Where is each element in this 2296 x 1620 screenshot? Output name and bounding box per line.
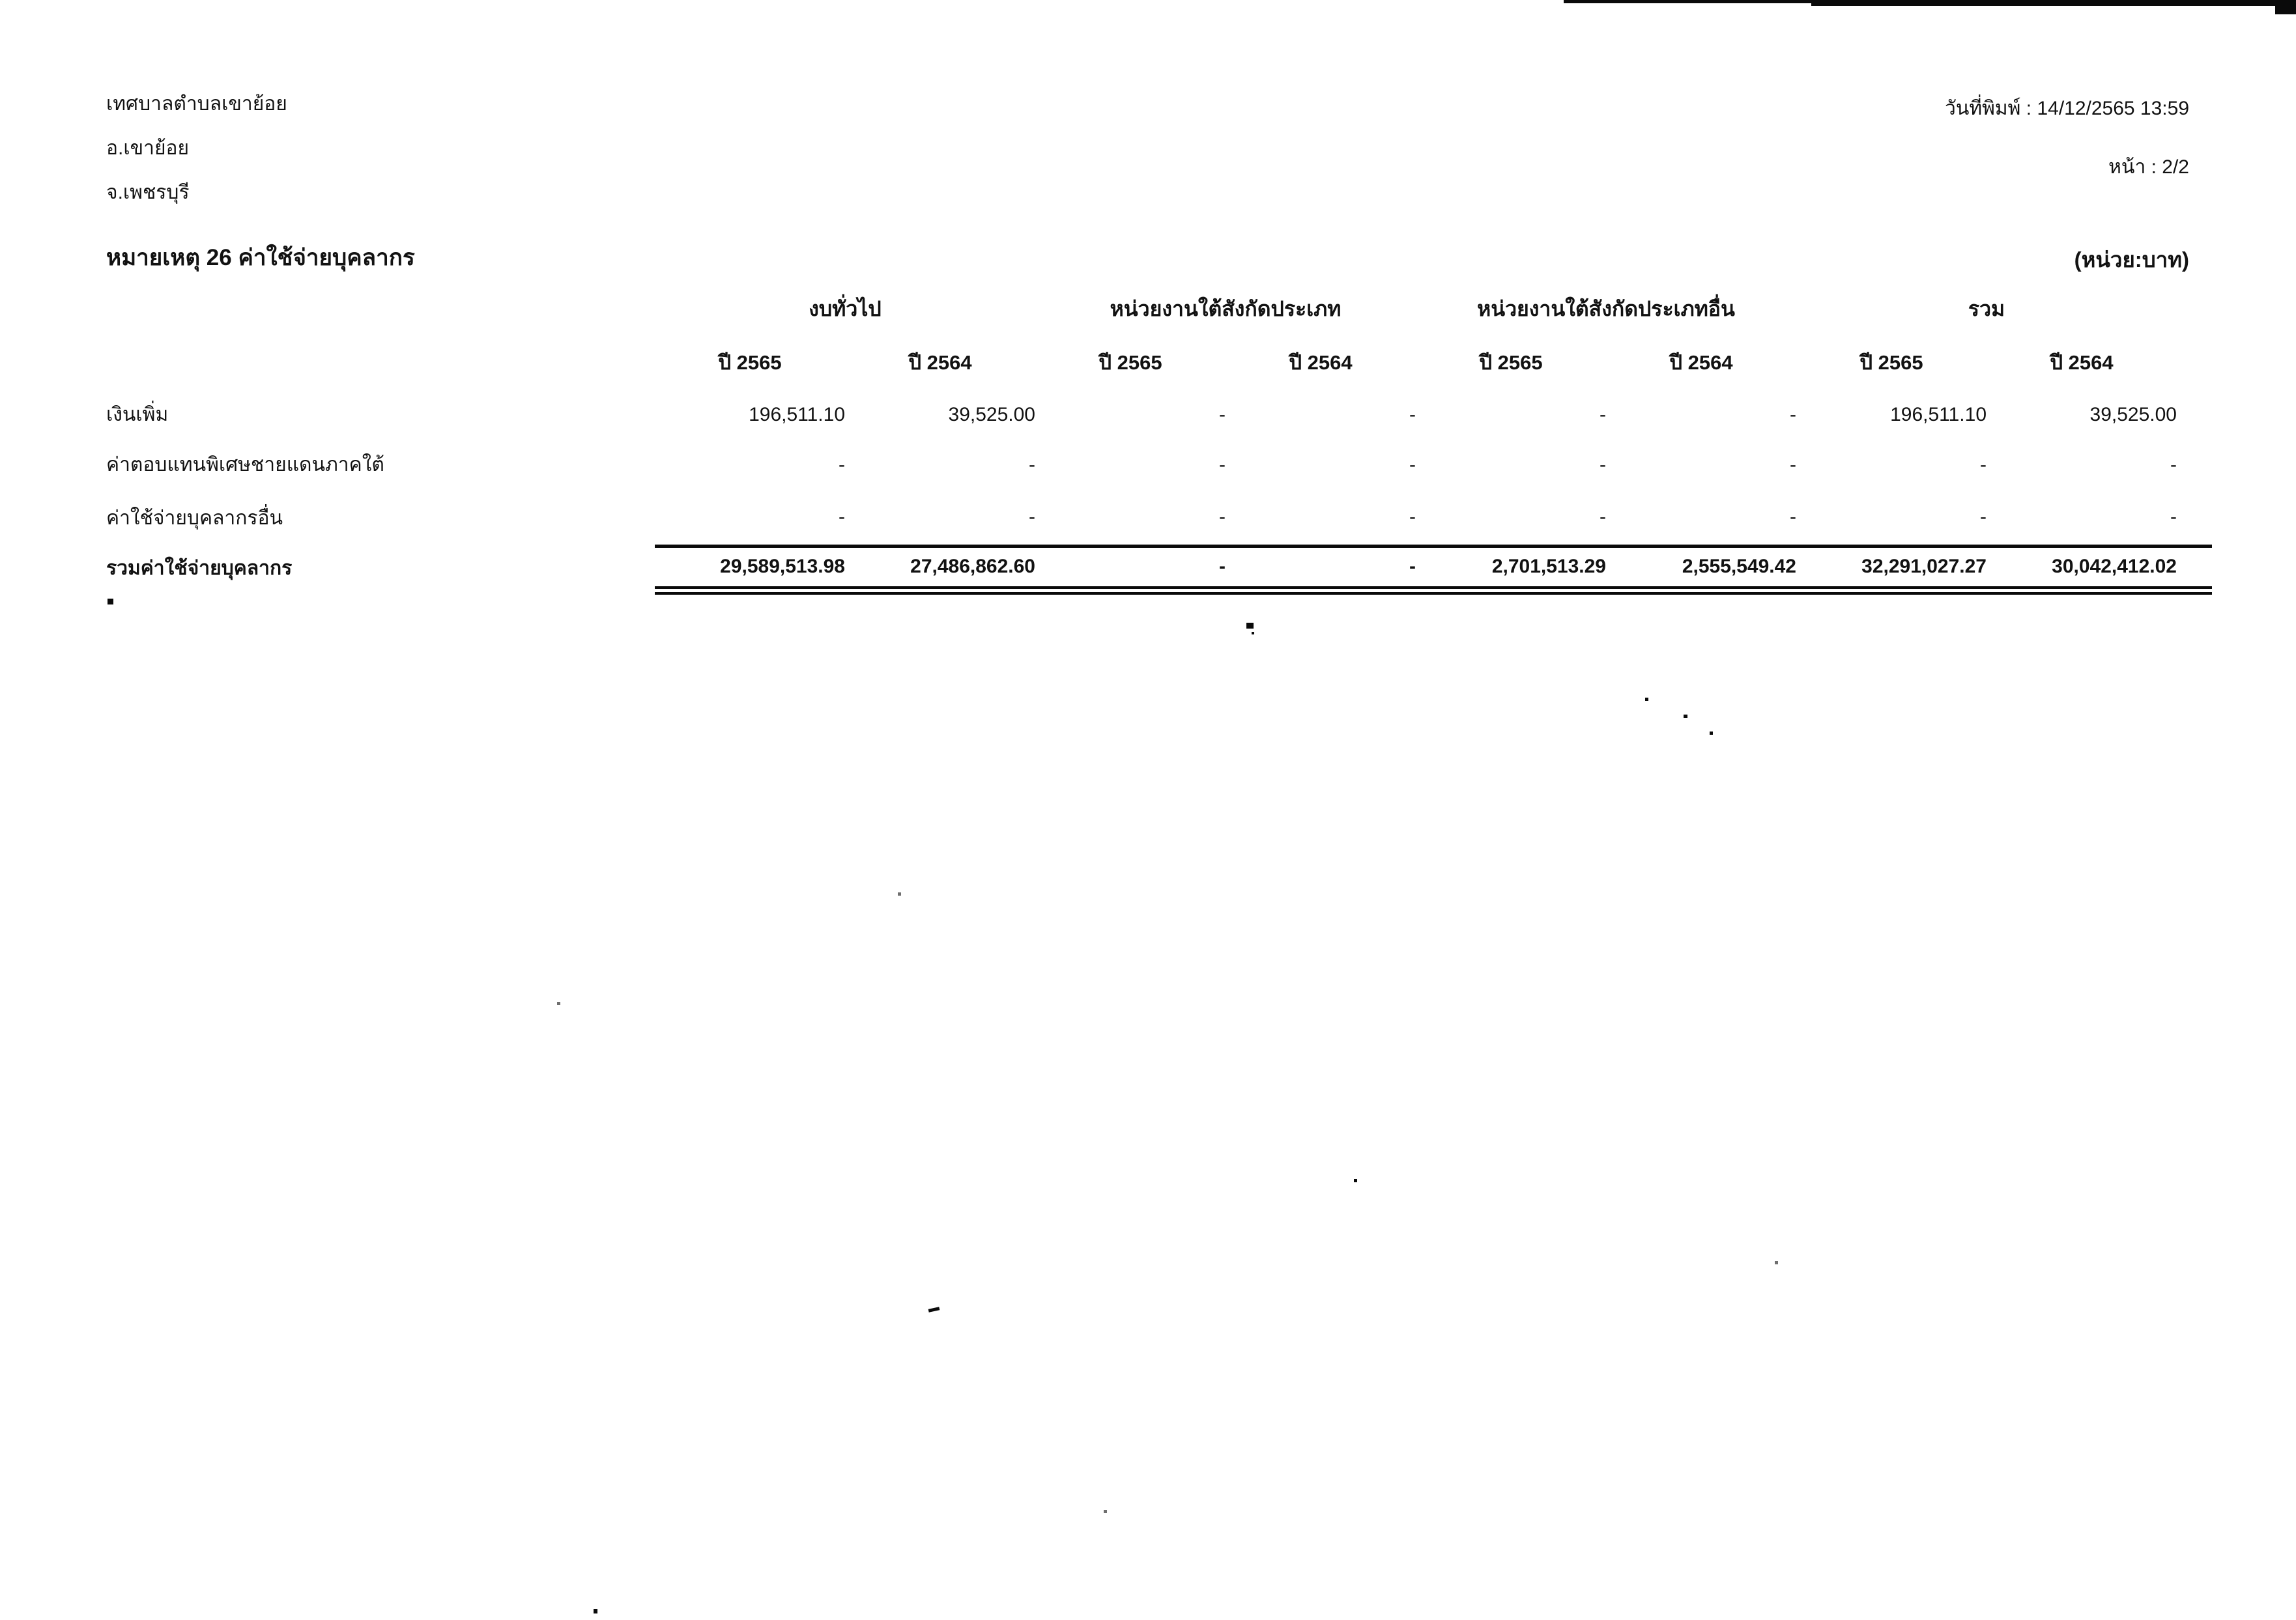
total-value: 2,555,549.42 bbox=[1606, 544, 1796, 595]
cell-value: - bbox=[1409, 403, 1416, 425]
cell-value: - bbox=[1219, 505, 1226, 528]
year-header: ปี 2565 bbox=[718, 350, 782, 374]
scan-artifact-dot bbox=[108, 599, 113, 604]
group-header-other-affiliated-units: หน่วยงานใต้สังกัดประเภทอื่น bbox=[1477, 296, 1735, 320]
cell-value: - bbox=[1029, 505, 1035, 528]
scan-artifact-dot bbox=[898, 892, 901, 896]
group-header-row: งบทั่วไป หน่วยงานใต้สังกัดประเภท หน่วยงา… bbox=[106, 283, 2212, 334]
scan-artifact-dot bbox=[1246, 623, 1254, 629]
scan-artifact-dot bbox=[594, 1609, 597, 1613]
cell-value: - bbox=[1409, 505, 1416, 528]
cell-value: - bbox=[1790, 505, 1796, 528]
total-row-label: รวมค่าใช้จ่ายบุคลากร bbox=[106, 557, 293, 579]
cell-value: - bbox=[1219, 403, 1226, 425]
cell-value: - bbox=[2170, 505, 2177, 528]
cell-value: - bbox=[1600, 403, 1606, 425]
scan-artifact-dot bbox=[1645, 698, 1648, 701]
year-header: ปี 2565 bbox=[1479, 350, 1543, 374]
row-label: เงินเพิ่ม bbox=[106, 404, 169, 425]
cell-value: - bbox=[1219, 453, 1226, 476]
cell-value: - bbox=[839, 453, 845, 476]
page-title: หมายเหตุ 26 ค่าใช้จ่ายบุคลากร bbox=[106, 245, 415, 270]
cell-value: - bbox=[1790, 403, 1796, 425]
spacer-cell bbox=[2177, 440, 2212, 490]
cell-value: 196,511.10 bbox=[1890, 403, 1987, 425]
cell-value: - bbox=[1600, 505, 1606, 528]
table-row-southern-border-compensation: ค่าตอบแทนพิเศษชายแดนภาคใต้ - - - - - - -… bbox=[106, 440, 2212, 490]
cell-value: - bbox=[1980, 505, 1987, 528]
total-value: 30,042,412.02 bbox=[1987, 544, 2177, 595]
cell-value: 39,525.00 bbox=[2089, 403, 2177, 425]
cell-value: - bbox=[2170, 453, 2177, 476]
cell-value: - bbox=[1790, 453, 1796, 476]
total-value: - bbox=[1226, 544, 1416, 595]
scan-artifact-dot bbox=[1684, 715, 1687, 718]
cell-value: - bbox=[1409, 453, 1416, 476]
cell-value: - bbox=[1029, 453, 1035, 476]
year-header-row: ปี 2565 ปี 2564 ปี 2565 ปี 2564 ปี 2565 … bbox=[106, 334, 2212, 390]
year-header: ปี 2564 bbox=[908, 350, 972, 374]
scan-artifact-dot bbox=[1252, 632, 1254, 634]
unit-label: (หน่วย:บาท) bbox=[2074, 248, 2189, 272]
row-label: ค่าตอบแทนพิเศษชายแดนภาคใต้ bbox=[106, 454, 384, 476]
spacer-cell bbox=[2177, 544, 2212, 595]
scan-artifact-dot bbox=[1775, 1261, 1778, 1264]
total-value: 32,291,027.27 bbox=[1796, 544, 1987, 595]
org-district: อ.เขาย้อย bbox=[106, 137, 190, 159]
spacer-cell bbox=[2177, 490, 2212, 546]
group-header-affiliated-units: หน่วยงานใต้สังกัดประเภท bbox=[1110, 296, 1342, 320]
cell-value: - bbox=[1980, 453, 1987, 476]
group-header-general-budget: งบทั่วไป bbox=[809, 296, 882, 320]
spacer-cell bbox=[2177, 390, 2212, 440]
scan-artifact-dash bbox=[928, 1307, 940, 1313]
total-value: 27,486,862.60 bbox=[845, 544, 1035, 595]
spacer-cell bbox=[2177, 334, 2212, 390]
total-value: 29,589,513.98 bbox=[655, 544, 845, 595]
cell-value: - bbox=[839, 505, 845, 528]
total-value: 2,701,513.29 bbox=[1416, 544, 1606, 595]
scan-artifact-dot bbox=[1104, 1510, 1107, 1513]
scan-artifact-dot bbox=[557, 1002, 560, 1005]
scan-artifact-dot bbox=[1354, 1179, 1357, 1182]
scan-artifact-top-corner bbox=[2275, 0, 2296, 14]
org-province: จ.เพชรบุรี bbox=[106, 182, 190, 203]
org-name: เทศบาลตำบลเขาย้อย bbox=[106, 93, 287, 115]
page-number: หน้า : 2/2 bbox=[2108, 156, 2189, 178]
year-header: ปี 2564 bbox=[2050, 350, 2114, 374]
table-row-total-personnel-expense: รวมค่าใช้จ่ายบุคลากร 29,589,513.98 27,48… bbox=[106, 544, 2212, 595]
spacer-cell bbox=[106, 334, 655, 390]
personnel-expense-table: งบทั่วไป หน่วยงานใต้สังกัดประเภท หน่วยงา… bbox=[106, 283, 2212, 595]
spacer-cell bbox=[106, 283, 655, 334]
year-header: ปี 2565 bbox=[1098, 350, 1162, 374]
scan-artifact-dot bbox=[1710, 732, 1713, 735]
spacer-cell bbox=[2177, 283, 2212, 334]
cell-value: 196,511.10 bbox=[749, 403, 845, 425]
scan-artifact-top-streak bbox=[1811, 0, 2296, 6]
group-header-total: รวม bbox=[1968, 296, 2005, 320]
year-header: ปี 2564 bbox=[1289, 350, 1353, 374]
year-header: ปี 2564 bbox=[1669, 350, 1733, 374]
cell-value: 39,525.00 bbox=[948, 403, 1035, 425]
print-date: วันที่พิมพ์ : 14/12/2565 13:59 bbox=[1944, 98, 2189, 119]
row-label: ค่าใช้จ่ายบุคลากรอื่น bbox=[106, 507, 283, 529]
cell-value: - bbox=[1600, 453, 1606, 476]
table-row-additional-pay: เงินเพิ่ม 196,511.10 39,525.00 - - - - 1… bbox=[106, 390, 2212, 440]
total-value: - bbox=[1035, 544, 1226, 595]
table-row-other-personnel-expense: ค่าใช้จ่ายบุคลากรอื่น - - - - - - - - bbox=[106, 490, 2212, 546]
year-header: ปี 2565 bbox=[1859, 350, 1923, 374]
